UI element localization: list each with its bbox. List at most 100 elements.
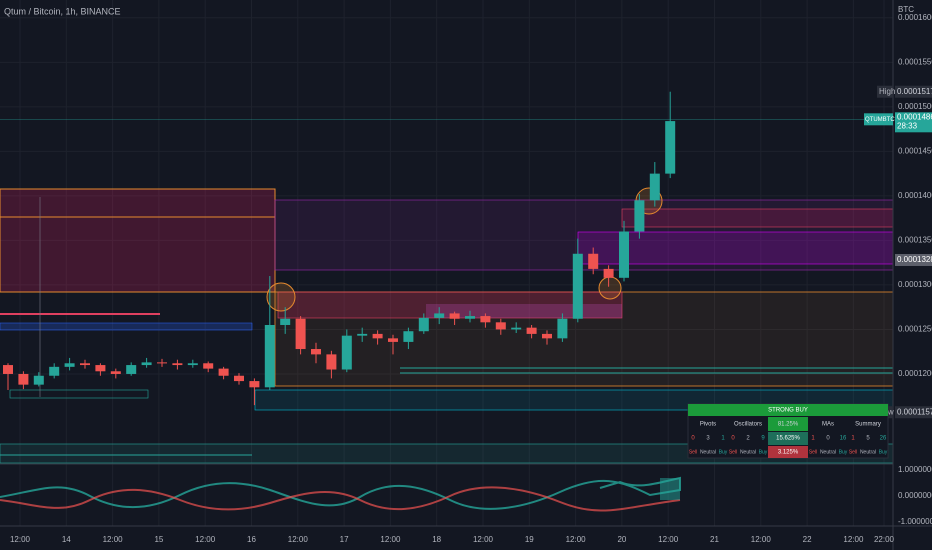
x-tick-label: 12:00 [288,535,309,544]
candle-body [234,375,244,382]
zone [577,231,894,265]
table-cell: 1 [851,436,855,442]
zone [0,188,276,293]
zone [9,389,149,399]
candle-body [64,363,75,367]
candle-body [295,318,306,350]
zone [621,208,894,228]
table-cell: Sell [809,449,817,455]
candle-body [480,316,491,323]
candle-body [110,371,121,374]
highlight-circle [266,282,296,312]
y-tick-label: 0.0001200 [898,369,932,378]
x-tick-label: 15 [154,535,163,544]
oscillator-area [660,478,680,500]
x-tick-label: 22:00 [874,535,895,544]
table-title-bg [688,404,888,416]
candle-body [3,365,13,374]
x-tick-label: 12:00 [751,535,772,544]
candle-body [80,363,90,366]
price-badge [895,112,932,133]
x-tick-label: 14 [62,535,71,544]
price-badge [895,85,932,98]
candle-body [372,333,383,339]
table-cell: 0 [691,436,695,442]
high-name: High [879,87,895,96]
table-cell: 15.625% [776,436,800,442]
x-tick-label: 12:00 [658,535,679,544]
table-header: Oscillators [734,422,762,428]
price-badge [895,253,932,266]
table-cell: 0 [826,436,830,442]
x-tick-label: 12:00 [380,535,401,544]
table-cell: 16 [840,436,847,442]
zone [0,313,160,315]
x-tick-label: 12:00 [566,535,587,544]
candle-body [157,362,167,364]
candle-body [249,381,260,388]
countdown: 28:33 [897,121,918,130]
highlight-circle [598,276,622,300]
oscillator-wave [0,476,681,510]
candle-body [495,322,506,330]
x-tick-label: 22 [803,535,812,544]
candle-body [588,253,599,269]
table-header: Pivots [700,422,716,428]
candle-body [557,318,568,339]
candle-body [603,268,614,278]
candle-body [449,313,460,319]
price-badge [895,406,932,419]
table-cell: 5 [866,436,870,442]
pct-bg [768,417,808,431]
candle-body [649,173,660,201]
table-cell: 3.125% [778,450,799,456]
x-tick-label: 12:00 [103,535,124,544]
symbol-name: QTUMBTC [865,117,895,123]
candle-body [203,363,214,369]
symbol-tag [864,113,893,126]
oscillator-wave [0,486,681,512]
x-tick-label: 21 [710,535,719,544]
zone [274,199,894,271]
table-cell: Buy [879,449,888,455]
x-tick-label: 12:00 [10,535,31,544]
x-tick-label: 12:00 [473,535,494,544]
price-badge-label: 0.0001157 [897,407,932,416]
currency-label: BTC [898,5,914,14]
price-badge-label: 0.0001486 [897,112,932,121]
table-cell: 26 [880,436,887,442]
high-tag [877,85,893,98]
candle-body [542,333,552,339]
table-cell: Sell [849,449,857,455]
table-cell: Neutral [700,449,716,455]
table-cell: Neutral [740,449,756,455]
pct-bg [768,432,808,445]
candle-body [511,327,522,330]
x-tick-label: 19 [525,535,534,544]
x-tick-label: 12:00 [843,535,864,544]
chart-title: Qtum / Bitcoin, 1h, BINANCE [4,6,121,16]
price-badge-label: 0.0001517 [897,87,932,96]
candle-body [665,121,676,174]
candle-body [280,318,291,325]
candle-body [141,362,152,366]
x-tick-label: 18 [432,535,441,544]
table-cell: 2 [746,436,750,442]
x-tick-label: 20 [617,535,626,544]
table-title: STRONG BUY [768,408,808,414]
table-header: Summary [855,422,881,428]
table-cell: 1 [811,436,815,442]
candle-body [403,331,414,342]
candle-body [95,365,106,372]
x-tick-label: 17 [340,535,349,544]
table-cell: Neutral [820,449,836,455]
table-cell: 1 [721,436,725,442]
candle-body [126,365,137,374]
table-cell: Buy [719,449,728,455]
